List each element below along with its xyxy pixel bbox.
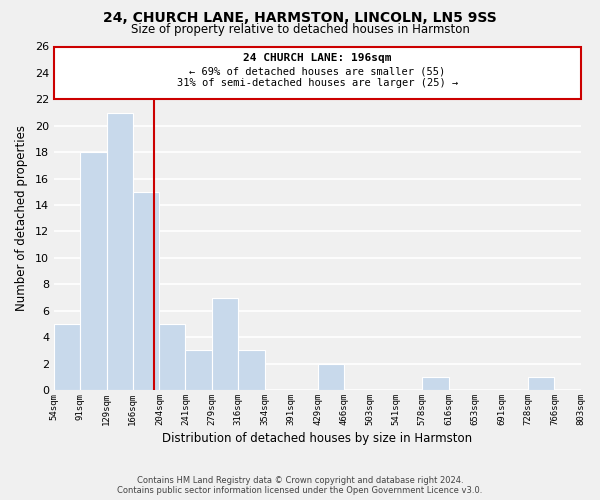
Text: 24 CHURCH LANE: 196sqm: 24 CHURCH LANE: 196sqm [243, 53, 392, 63]
X-axis label: Distribution of detached houses by size in Harmston: Distribution of detached houses by size … [162, 432, 472, 445]
Bar [107, 112, 133, 390]
Bar [160, 324, 185, 390]
Bar [54, 324, 80, 390]
Bar [133, 192, 160, 390]
Bar [422, 377, 449, 390]
Bar [212, 298, 238, 390]
Y-axis label: Number of detached properties: Number of detached properties [15, 126, 28, 312]
Bar [528, 377, 554, 390]
Text: Size of property relative to detached houses in Harmston: Size of property relative to detached ho… [131, 22, 469, 36]
Bar [238, 350, 265, 390]
Text: Contains HM Land Registry data © Crown copyright and database right 2024.
Contai: Contains HM Land Registry data © Crown c… [118, 476, 482, 495]
Bar [80, 152, 107, 390]
Text: 24, CHURCH LANE, HARMSTON, LINCOLN, LN5 9SS: 24, CHURCH LANE, HARMSTON, LINCOLN, LN5 … [103, 11, 497, 25]
Bar [185, 350, 212, 390]
Bar [317, 364, 344, 390]
Text: 31% of semi-detached houses are larger (25) →: 31% of semi-detached houses are larger (… [176, 78, 458, 88]
Text: ← 69% of detached houses are smaller (55): ← 69% of detached houses are smaller (55… [189, 66, 445, 76]
FancyBboxPatch shape [54, 46, 581, 100]
